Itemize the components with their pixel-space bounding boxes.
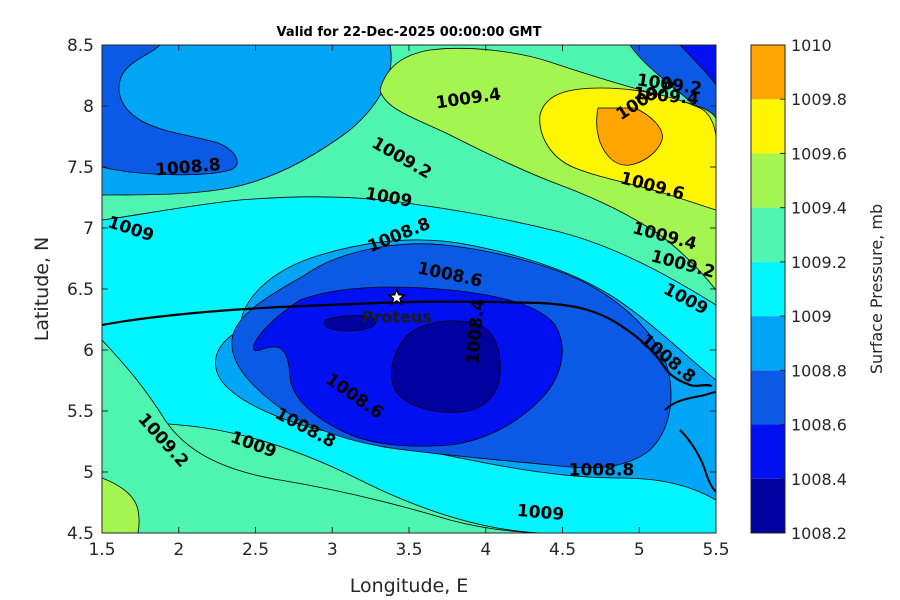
colorbar-tick-label: 1008.4 xyxy=(791,470,847,489)
x-tick-label: 1.5 xyxy=(88,540,115,560)
y-tick-label: 7 xyxy=(83,219,94,239)
x-axis-ticks: 1.5 2 2.5 3 3.5 4 4.5 5 5.5 xyxy=(88,45,730,560)
colorbar-swatch xyxy=(751,207,785,262)
colorbar-tick-label: 1009 xyxy=(791,307,832,326)
band-top-right-1008-4 xyxy=(679,45,716,86)
x-axis-label: Longitude, E xyxy=(350,575,469,597)
band-1009-4-south-west xyxy=(102,477,140,533)
colorbar-label: Surface Pressure, mb xyxy=(867,204,886,374)
y-axis-ticks: 4.5 5 5.5 6 6.5 7 7.5 8 8.5 xyxy=(67,36,716,544)
colorbar-tick-label: 1009.2 xyxy=(791,253,847,272)
colorbar-swatch xyxy=(751,261,785,317)
y-tick-label: 7.5 xyxy=(67,158,94,178)
x-tick-label: 5.5 xyxy=(702,540,729,560)
colorbar-tick-label: 1008.2 xyxy=(791,524,847,543)
marker-label: Proteus xyxy=(362,308,432,327)
x-tick-label: 2 xyxy=(173,540,184,560)
band-1008-2-low xyxy=(390,320,501,413)
colorbar-swatch xyxy=(751,370,785,425)
y-tick-label: 8 xyxy=(83,97,94,117)
coastline-east xyxy=(664,391,716,493)
x-tick-label: 4 xyxy=(480,540,491,560)
colorbar-tick-label: 1009.8 xyxy=(791,90,847,109)
colorbar-swatch xyxy=(751,45,785,100)
x-tick-label: 4.5 xyxy=(549,540,576,560)
colorbar-swatch xyxy=(751,99,785,154)
colorbar-tick-label: 1009.4 xyxy=(791,199,847,218)
y-axis-label: Latitude, N xyxy=(31,237,53,342)
x-tick-label: 3 xyxy=(327,540,338,560)
colorbar-tick-label: 1008.8 xyxy=(791,361,847,380)
colorbar-swatch xyxy=(751,153,785,208)
contour-label: 1009 xyxy=(516,501,565,525)
coastline xyxy=(102,300,713,388)
colorbar-swatch xyxy=(751,478,785,533)
contour-field xyxy=(102,45,716,533)
colorbar-tick-label: 1010 xyxy=(791,36,832,55)
colorbar-tick-label: 1009.6 xyxy=(791,144,847,163)
band-1009-8-north xyxy=(596,107,663,166)
band-top-left-1008-6-inner xyxy=(102,45,238,176)
y-tick-label: 5.5 xyxy=(67,402,94,422)
y-tick-label: 6 xyxy=(83,341,94,361)
contour-label: 1008.8 xyxy=(569,461,635,481)
colorbar: 1008.2 1008.4 1008.6 1008.8 1009 1009.2 1009.4… xyxy=(750,36,847,543)
location-marker-group: Proteus xyxy=(362,287,432,327)
y-tick-label: 5 xyxy=(83,463,94,483)
x-tick-label: 2.5 xyxy=(242,540,269,560)
x-tick-label: 3.5 xyxy=(395,540,422,560)
colorbar-frame xyxy=(750,44,786,534)
colorbar-swatch xyxy=(751,316,785,371)
band-1008-2-small xyxy=(324,315,377,332)
y-tick-label: 8.5 xyxy=(67,36,94,56)
x-tick-label: 5 xyxy=(634,540,645,560)
y-tick-label: 4.5 xyxy=(67,524,94,544)
y-tick-label: 6.5 xyxy=(67,280,94,300)
band-1009-south-west xyxy=(102,339,541,533)
colorbar-swatch xyxy=(751,424,785,479)
star-marker-icon xyxy=(387,287,407,306)
chart-title: Valid for 22-Dec-2025 00:00:00 GMT xyxy=(277,25,542,40)
colorbar-tick-label: 1008.6 xyxy=(791,416,847,435)
